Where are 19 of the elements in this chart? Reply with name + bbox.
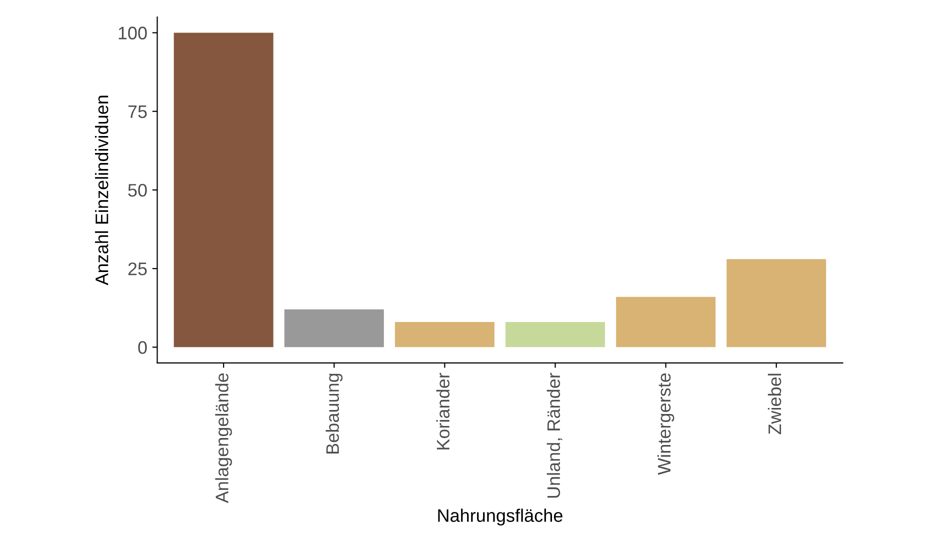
y-tick-label: 100	[118, 26, 147, 40]
x-tick-label: Koriander	[436, 372, 450, 450]
y-axis-title: Anzahl Einzelindividuen	[95, 96, 108, 286]
bar	[284, 309, 384, 348]
x-tick-label: Anlagengelände	[215, 373, 232, 504]
x-tick-label: Unland, Ränder	[546, 372, 562, 498]
bar	[616, 296, 716, 348]
y-tick-label: 25	[128, 262, 147, 276]
y-tick-label: 50	[128, 184, 147, 197]
x-axis-title: Nahrungsfläche	[438, 508, 562, 526]
y-tick-label: 0	[138, 341, 147, 354]
bar	[174, 32, 274, 348]
x-tick-label: Wintergerste	[657, 373, 674, 475]
x-tick-label: Zwiebel	[768, 374, 782, 434]
bar	[394, 322, 494, 348]
bar	[726, 259, 826, 348]
y-tick-label: 75	[128, 105, 147, 118]
bar	[505, 322, 605, 348]
x-tick-label: Bebauung	[326, 374, 343, 454]
